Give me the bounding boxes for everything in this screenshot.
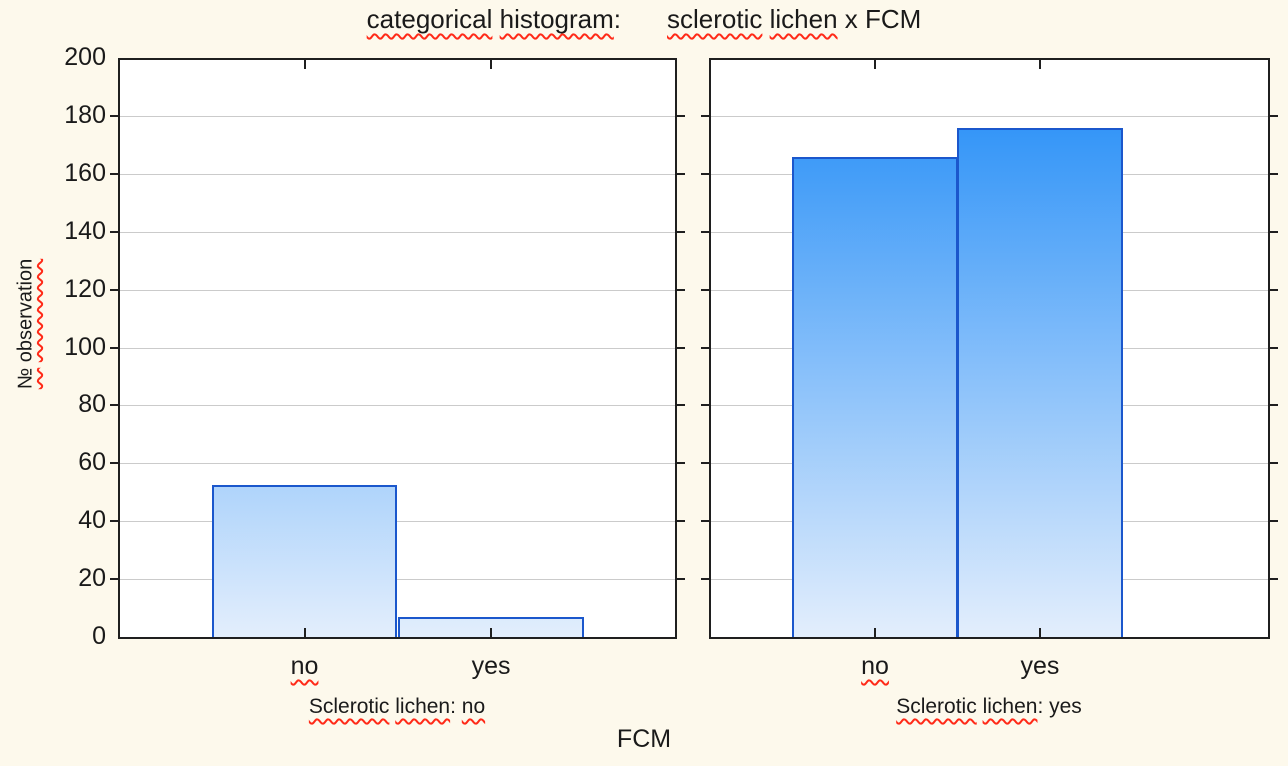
y-tick-label: 180 [64,100,106,129]
y-tick-label: 200 [64,43,106,71]
gridline [120,405,675,407]
y-tick-mark [110,172,118,175]
misspelled-word: lichen [395,695,451,718]
y-axis-label: № observation [15,259,38,389]
gridline [120,289,675,291]
misspelled-word: observation [14,258,37,363]
y-tick-mark [677,520,685,523]
y-tick-mark [701,346,709,349]
x-tick-mark [303,628,306,637]
y-tick-mark [110,346,118,349]
misspelled-word: lichen [982,695,1038,718]
y-tick-mark [701,230,709,233]
y-tick-mark [110,230,118,233]
x-tick-mark [874,60,877,69]
y-tick-mark [701,404,709,407]
chart-title-right: sclerotic lichen x FCM [667,4,922,34]
chart-title-left: categorical histogram: [366,4,622,34]
histogram-bar [792,156,958,637]
y-tick-mark [110,114,118,117]
histogram-bar [398,616,584,637]
x-tick-mark [490,628,493,637]
y-tick-mark [677,346,685,349]
panel-sclerotic-lichen-no [118,58,677,639]
y-tick-mark [1270,578,1278,581]
misspelled-word: Sclerotic [308,695,390,718]
y-tick-mark [110,288,118,291]
x-tick-mark [874,628,877,637]
y-tick-mark [701,172,709,175]
misspelled-word: sclerotic [667,4,763,34]
y-tick-mark [1270,404,1278,407]
y-tick-mark [1270,288,1278,291]
y-tick-mark [1270,462,1278,465]
y-tick-mark [677,230,685,233]
y-tick-label: 140 [64,216,106,245]
chart-title: categorical histogram: sclerotic lichen … [0,4,1288,35]
y-tick-mark [110,462,118,465]
misspelled-word: histogram [499,4,614,34]
gridline [120,173,675,175]
y-tick-mark [1270,346,1278,349]
misspelled-word: № [14,367,37,390]
x-tick-mark [490,60,493,69]
y-tick-label: 0 [92,622,106,650]
y-tick-label: 40 [78,506,106,535]
x-tick-mark [303,60,306,69]
gridline [120,115,675,117]
y-tick-label: 20 [78,564,106,593]
y-tick-mark [677,578,685,581]
histogram-bar [211,484,398,637]
misspelled-word: no [461,695,486,718]
y-tick-mark [677,114,685,117]
x-tick-mark [1038,60,1041,69]
misspelled-word: categorical [366,4,493,34]
gridline [120,579,675,581]
y-tick-label: 60 [78,448,106,477]
y-tick-label: 80 [78,390,106,419]
y-tick-mark [1270,172,1278,175]
misspelled-word: no [290,652,319,680]
category-label: yes [1020,652,1060,680]
gridline [711,115,1268,117]
y-tick-mark [1270,114,1278,117]
panel-caption-yes: Sclerotic lichen: yes [896,695,1082,718]
category-label: yes [471,652,511,680]
y-tick-mark [701,114,709,117]
y-tick-mark [1270,520,1278,523]
y-tick-mark [110,520,118,523]
y-tick-label: 100 [64,332,106,361]
y-tick-mark [701,288,709,291]
misspelled-word: Sclerotic [896,695,977,718]
panel-caption-no: Sclerotic lichen: no [308,695,486,718]
category-label: no [861,652,889,681]
gridline [120,521,675,523]
x-axis-label: FCM [616,725,672,753]
y-tick-mark [677,172,685,175]
panel-sclerotic-lichen-yes [709,58,1270,639]
x-tick-mark [1038,628,1041,637]
y-tick-mark [110,578,118,581]
y-tick-label: 160 [64,158,106,187]
gridline [120,347,675,349]
misspelled-word: lichen [769,4,838,34]
gridline [120,463,675,465]
y-tick-mark [1270,230,1278,233]
y-tick-mark [677,462,685,465]
gridline [120,231,675,233]
y-tick-label: 120 [64,274,106,303]
y-tick-mark [701,578,709,581]
category-label: no [291,652,319,681]
y-tick-mark [701,520,709,523]
y-tick-mark [677,288,685,291]
misspelled-word: no [861,652,889,680]
y-tick-mark [677,404,685,407]
histogram-bar [957,128,1123,637]
y-tick-mark [110,404,118,407]
y-tick-mark [701,462,709,465]
